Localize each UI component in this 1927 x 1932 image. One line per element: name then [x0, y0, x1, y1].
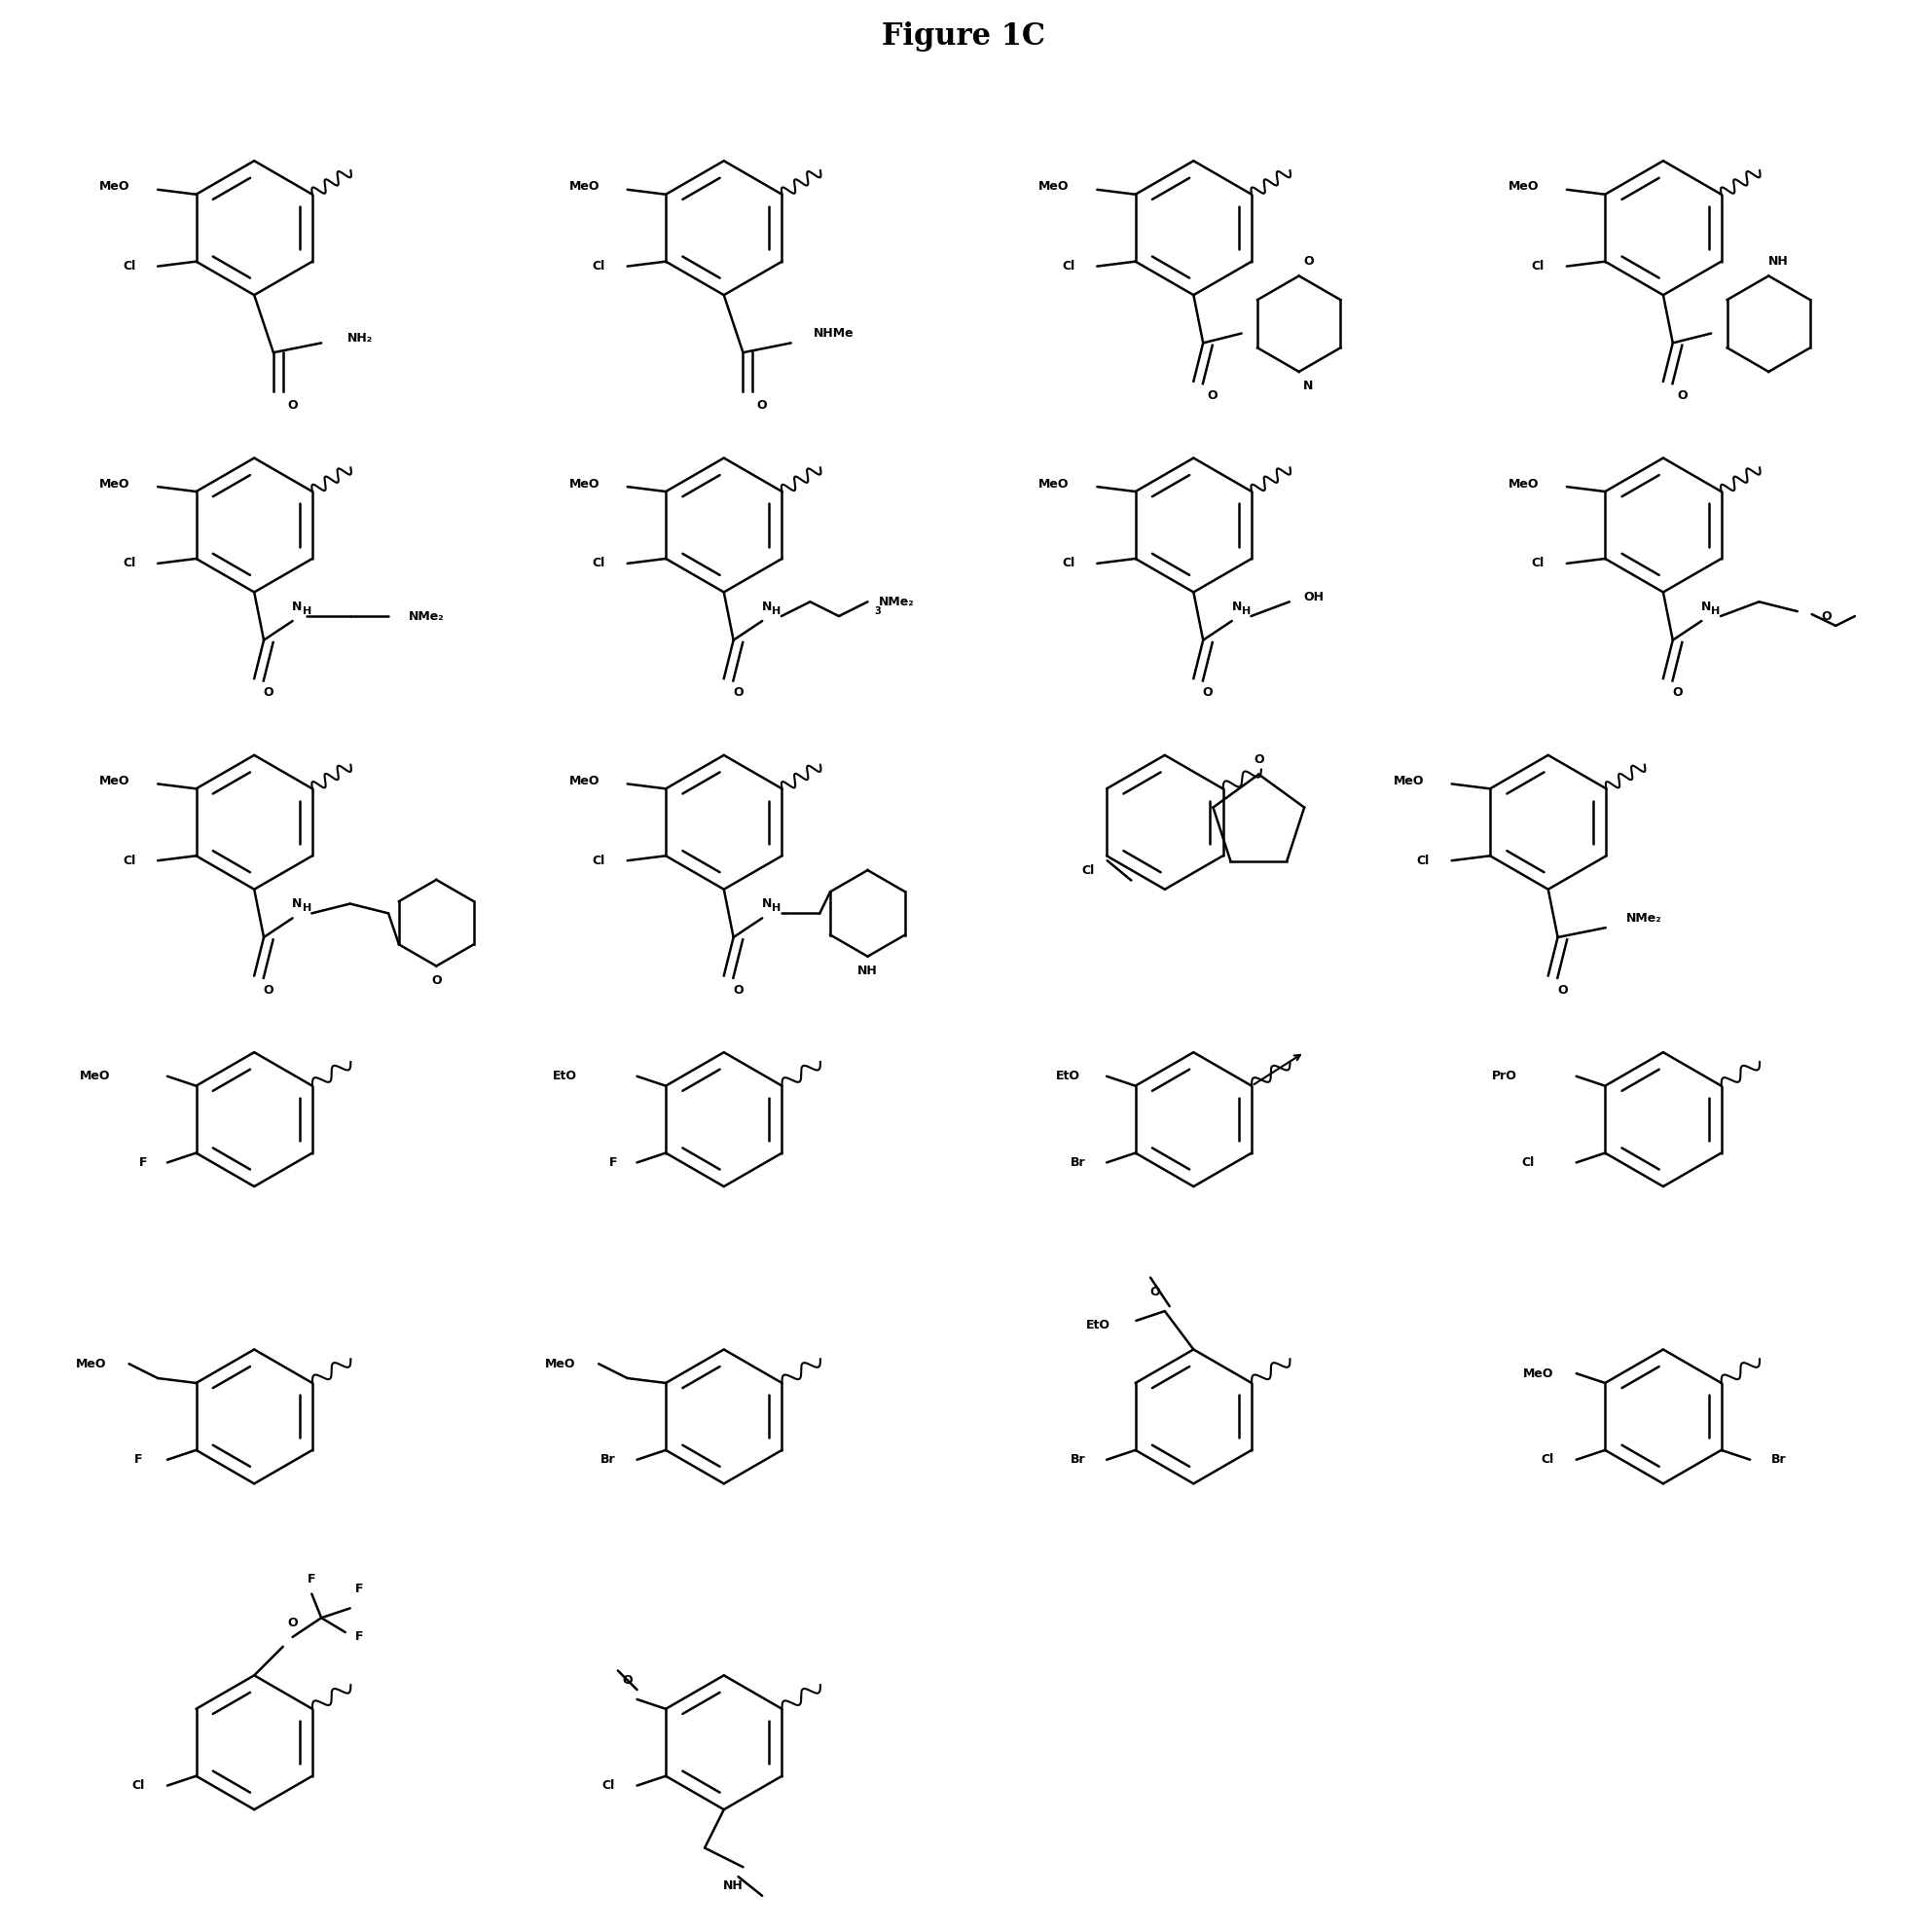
Text: MeO: MeO [1039, 477, 1069, 491]
Text: Cl: Cl [1522, 1155, 1536, 1169]
Text: Cl: Cl [592, 556, 605, 570]
Text: NHMe: NHMe [813, 327, 854, 340]
Text: Br: Br [601, 1453, 617, 1466]
Text: O: O [1676, 390, 1688, 402]
Text: O: O [264, 983, 274, 997]
Text: Br: Br [1069, 1453, 1085, 1466]
Text: EtO: EtO [1085, 1320, 1110, 1331]
Text: O: O [1303, 255, 1314, 269]
Text: O: O [1208, 390, 1218, 402]
Text: MeO: MeO [568, 477, 599, 491]
Text: NMe₂: NMe₂ [409, 611, 445, 622]
Text: NH: NH [1769, 255, 1788, 269]
Text: Br: Br [1771, 1453, 1786, 1466]
Text: MeO: MeO [75, 1358, 106, 1370]
Text: N: N [1702, 601, 1711, 612]
Text: NMe₂: NMe₂ [879, 595, 913, 609]
Text: MeO: MeO [81, 1070, 110, 1082]
Text: O: O [287, 398, 299, 412]
Text: Cl: Cl [123, 556, 135, 570]
Text: Cl: Cl [123, 261, 135, 272]
Text: MeO: MeO [568, 180, 599, 193]
Text: O: O [732, 983, 744, 997]
Text: MeO: MeO [1509, 477, 1540, 491]
Text: N: N [761, 601, 773, 612]
Text: H: H [1711, 607, 1721, 616]
Text: F: F [609, 1155, 617, 1169]
Text: Cl: Cl [123, 854, 135, 867]
Text: Cl: Cl [1062, 556, 1075, 570]
Text: MeO: MeO [545, 1358, 576, 1370]
Text: MeO: MeO [100, 477, 129, 491]
Text: N: N [1303, 381, 1314, 392]
Text: MeO: MeO [100, 180, 129, 193]
Text: O: O [1202, 686, 1214, 699]
Text: N: N [1231, 601, 1241, 612]
Text: H: H [303, 904, 312, 914]
Text: NH: NH [858, 964, 879, 978]
Text: O: O [1673, 686, 1682, 699]
Text: MeO: MeO [1509, 180, 1540, 193]
Text: F: F [139, 1155, 148, 1169]
Text: Cl: Cl [133, 1779, 145, 1791]
Text: NMe₂: NMe₂ [1626, 912, 1661, 923]
Text: O: O [264, 686, 274, 699]
Text: PrO: PrO [1491, 1070, 1517, 1082]
Text: Cl: Cl [1081, 864, 1095, 877]
Text: H: H [773, 904, 780, 914]
Text: MeO: MeO [1522, 1368, 1553, 1379]
Text: Cl: Cl [1532, 261, 1544, 272]
Text: O: O [757, 398, 767, 412]
Text: F: F [135, 1453, 143, 1466]
Text: N: N [293, 896, 303, 910]
Text: O: O [1254, 753, 1264, 767]
Text: EtO: EtO [1056, 1070, 1081, 1082]
Text: O: O [1557, 983, 1569, 997]
Text: Cl: Cl [592, 854, 605, 867]
Text: F: F [355, 1631, 364, 1644]
Text: 3: 3 [875, 607, 881, 616]
Text: O: O [732, 686, 744, 699]
Text: O: O [287, 1617, 299, 1629]
Text: MeO: MeO [1393, 775, 1424, 788]
Text: Br: Br [1069, 1155, 1085, 1169]
Text: H: H [1241, 607, 1251, 616]
Text: O: O [1150, 1285, 1160, 1298]
Text: MeO: MeO [568, 775, 599, 788]
Text: Cl: Cl [592, 261, 605, 272]
Text: MeO: MeO [1039, 180, 1069, 193]
Text: N: N [293, 601, 303, 612]
Text: Cl: Cl [1532, 556, 1544, 570]
Text: O: O [432, 974, 441, 987]
Text: Cl: Cl [601, 1779, 615, 1791]
Text: F: F [308, 1573, 316, 1586]
Text: Cl: Cl [1542, 1453, 1553, 1466]
Text: N: N [761, 896, 773, 910]
Text: Cl: Cl [1062, 261, 1075, 272]
Text: O: O [622, 1673, 632, 1687]
Text: Cl: Cl [1416, 854, 1430, 867]
Text: MeO: MeO [100, 775, 129, 788]
Text: Figure 1C: Figure 1C [883, 21, 1044, 52]
Text: OH: OH [1303, 591, 1324, 603]
Text: EtO: EtO [553, 1070, 578, 1082]
Text: NH₂: NH₂ [347, 332, 372, 344]
Text: H: H [303, 607, 312, 616]
Text: H: H [773, 607, 780, 616]
Text: F: F [355, 1582, 364, 1596]
Text: NH: NH [723, 1880, 744, 1893]
Text: O: O [1821, 611, 1831, 622]
